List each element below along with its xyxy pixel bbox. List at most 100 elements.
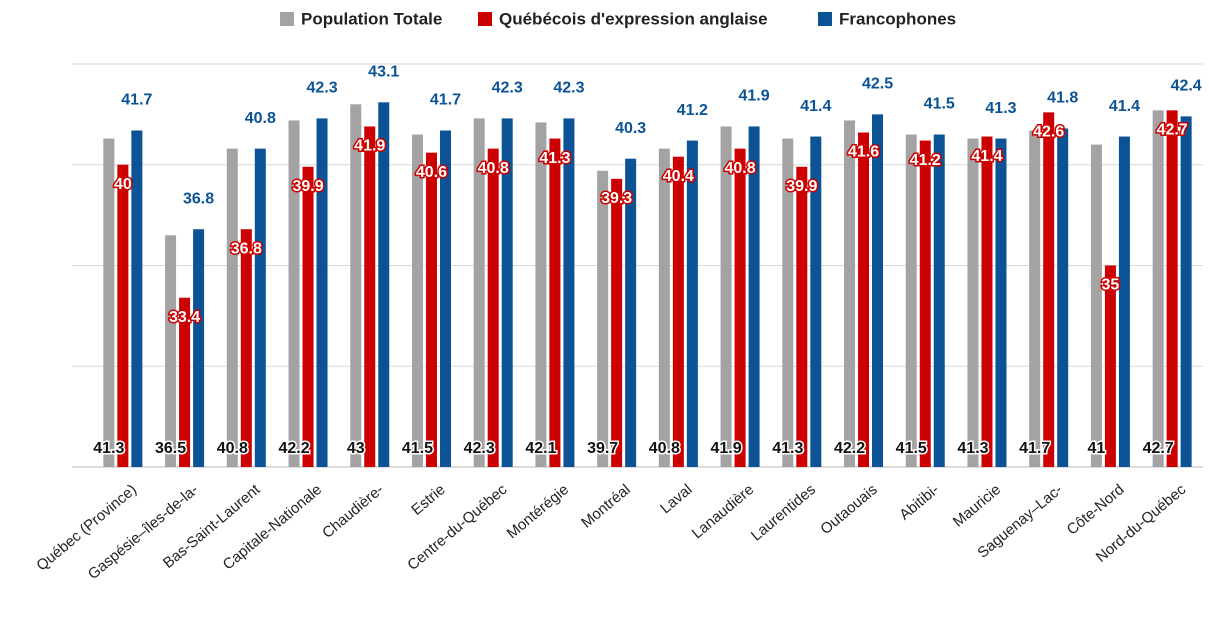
x-tick-label: Chaudière- <box>319 481 387 542</box>
data-label: 41.4 <box>1109 98 1140 115</box>
data-label: 41.7 <box>1019 440 1050 457</box>
data-label: 40.8 <box>245 110 276 127</box>
bar <box>411 134 423 467</box>
legend-label: Québécois d'expression anglaise <box>499 9 768 28</box>
data-label: 33.4 <box>169 309 200 326</box>
bar <box>364 126 376 467</box>
data-label: 42.3 <box>553 80 584 97</box>
data-label: 40.6 <box>416 164 447 181</box>
data-label: 41.9 <box>354 138 385 155</box>
bar <box>316 118 328 467</box>
data-label: 40.8 <box>217 440 248 457</box>
data-label: 41.7 <box>430 92 461 109</box>
bar <box>350 104 362 468</box>
bar <box>611 178 623 468</box>
data-label: 35 <box>1102 277 1120 294</box>
bar <box>625 158 637 467</box>
data-label: 41.4 <box>971 148 1002 165</box>
bar <box>439 130 451 467</box>
x-tick-label: Montréal <box>578 481 634 532</box>
x-tick-label: Gaspésie–îles-de-la- <box>85 481 202 583</box>
x-tick-label: Québec (Province) <box>33 481 140 574</box>
data-label: 40.3 <box>615 120 646 137</box>
bar <box>967 138 979 467</box>
data-label: 41.4 <box>800 98 831 115</box>
bar <box>995 138 1007 467</box>
data-label: 41.6 <box>848 144 879 161</box>
data-label: 36.8 <box>231 240 262 257</box>
x-tick-label: Mauricie <box>950 481 1004 530</box>
x-tick-label: Laval <box>657 481 695 517</box>
data-label: 41.9 <box>711 440 742 457</box>
data-label: 42.5 <box>862 76 893 93</box>
data-label: 40.8 <box>725 160 756 177</box>
data-label: 42.3 <box>464 440 495 457</box>
data-label: 41.2 <box>910 152 941 169</box>
data-label: 40.8 <box>478 160 509 177</box>
x-tick-label: Montérégie <box>504 481 572 542</box>
bar <box>782 138 794 467</box>
data-label: 41.9 <box>739 88 770 105</box>
data-label: 42.7 <box>1143 440 1174 457</box>
bar <box>933 134 945 467</box>
bar <box>254 148 266 467</box>
data-label: 40 <box>114 176 132 193</box>
bar <box>796 166 808 467</box>
data-label: 41.2 <box>677 102 708 119</box>
bar <box>103 138 115 467</box>
bar <box>288 120 300 468</box>
bar <box>378 102 390 467</box>
bar <box>686 140 698 467</box>
data-label: 43.1 <box>368 64 399 81</box>
data-label: 42.4 <box>1171 78 1202 95</box>
legend-swatch <box>280 12 294 26</box>
bar <box>981 136 993 468</box>
legend-label: Francophones <box>839 9 956 28</box>
bar <box>1118 136 1130 468</box>
bar <box>425 152 437 467</box>
bar <box>1057 128 1069 468</box>
bar <box>597 170 609 468</box>
bar <box>535 122 547 467</box>
bar <box>720 126 732 467</box>
data-label: 42.1 <box>525 440 556 457</box>
data-label: 41.3 <box>772 440 803 457</box>
data-label: 40.4 <box>663 168 694 185</box>
data-label: 41.3 <box>985 100 1016 117</box>
data-label: 41.3 <box>539 150 570 167</box>
legend-swatch <box>818 12 832 26</box>
data-label: 39.9 <box>292 178 323 195</box>
data-label: 41.5 <box>896 440 927 457</box>
data-label: 36.5 <box>155 440 186 457</box>
bar <box>549 138 561 467</box>
data-label: 42.6 <box>1033 124 1064 141</box>
data-label: 39.9 <box>786 178 817 195</box>
bar <box>1180 116 1192 467</box>
data-label: 40.8 <box>649 440 680 457</box>
bar <box>872 114 884 467</box>
bar <box>1152 110 1164 467</box>
bar <box>487 148 499 467</box>
bar <box>658 148 670 467</box>
bar <box>226 148 238 467</box>
legend-swatch <box>478 12 492 26</box>
data-label: 41.7 <box>121 92 152 109</box>
bar <box>1043 112 1055 468</box>
bar <box>240 229 252 467</box>
bar <box>117 164 129 467</box>
bar <box>131 130 143 467</box>
bar <box>734 148 746 467</box>
data-label: 42.7 <box>1157 122 1188 139</box>
bar <box>905 134 917 467</box>
data-label: 39.3 <box>601 190 632 207</box>
bar <box>748 126 760 467</box>
bar <box>1090 144 1102 467</box>
data-label: 39.7 <box>587 440 618 457</box>
x-tick-label: Laurentides <box>748 481 819 544</box>
data-label: 42.2 <box>834 440 865 457</box>
data-label: 41.8 <box>1047 90 1078 107</box>
data-label: 42.3 <box>492 80 523 97</box>
data-label: 41 <box>1088 440 1106 457</box>
bar <box>1166 110 1178 467</box>
